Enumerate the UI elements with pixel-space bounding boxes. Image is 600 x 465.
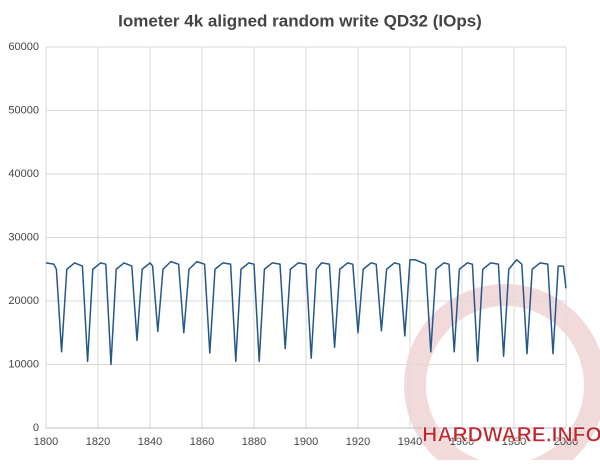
y-tick-label: 0 [33,422,39,434]
x-tick-label: 1860 [190,436,214,448]
y-tick-label: 30000 [8,231,39,243]
series-line [45,258,567,366]
x-tick-label: 1800 [34,436,58,448]
y-tick-label: 10000 [8,358,39,370]
x-tick-label: 2000 [554,436,578,448]
x-tick-label: 1940 [398,436,422,448]
x-tick-label: 1960 [450,436,474,448]
x-tick-label: 1900 [294,436,318,448]
x-tick-label: 1920 [346,436,370,448]
x-tick-label: 1820 [86,436,110,448]
x-tick-label: 1880 [242,436,266,448]
y-tick-label: 50000 [8,104,39,116]
y-tick-label: 40000 [8,168,39,180]
plot-area: 0 10000 20000 30000 40000 50000 60000 1800 1820 1… [8,41,578,448]
watermark-logo [404,284,600,465]
x-tick-label: 1980 [502,436,526,448]
watermark: HARDWARE.INFO [422,424,600,447]
x-tick-label: 1840 [138,436,162,448]
y-tick-label: 20000 [8,295,39,307]
y-tick-label: 60000 [8,41,39,53]
chart-title: Iometer 4k aligned random write QD32 (IO… [118,11,482,30]
